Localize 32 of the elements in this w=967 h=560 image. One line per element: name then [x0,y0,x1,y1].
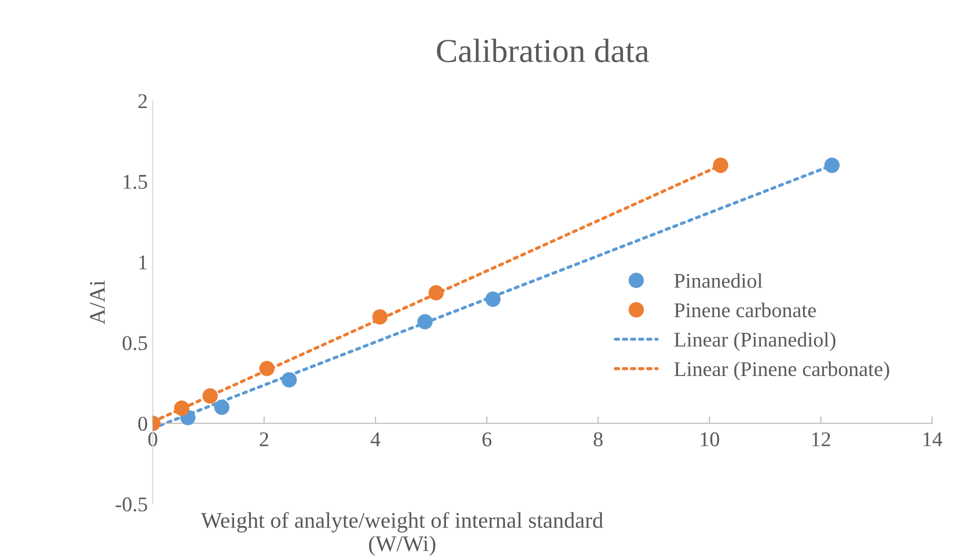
point [282,372,297,388]
y-tick-label: 0.5 [122,336,148,350]
point [824,158,840,173]
point [174,400,190,416]
x-tick-label: 0 [148,432,158,446]
y-tick-label: -0.5 [116,497,148,512]
y-axis-title: A/Ai [90,280,105,324]
x-axis-title: Weight of analyte/weight of internal standard (W/Wi) [201,512,604,556]
y-tick-label: 1 [139,256,147,270]
x-tick-label: 8 [594,432,603,446]
x-tick-label: 14 [924,432,942,446]
chart-title: Calibration data [436,38,649,62]
legend-label: Linear (Pinanediol) [674,332,836,351]
point [417,314,433,330]
legend-label: Pinanediol [674,273,762,288]
x-tick-label: 10 [700,432,720,446]
legend-label: Linear (Pinene carbonate) [674,362,890,380]
x-tick-label: 4 [370,432,380,446]
point [485,292,501,307]
x-tick-label: 2 [260,432,268,446]
point [372,309,388,325]
x-tick-label: 12 [812,432,830,446]
point [202,388,218,404]
y-tick-label: 2 [138,94,147,108]
point [712,158,728,173]
point [428,285,444,300]
y-tick-label: 1.5 [124,174,148,189]
legend-label: Pinene carbonate [674,302,816,318]
point [214,400,230,415]
x-tick-label: 6 [482,432,492,446]
point [259,360,275,376]
y-tick-label: 0 [138,416,148,431]
